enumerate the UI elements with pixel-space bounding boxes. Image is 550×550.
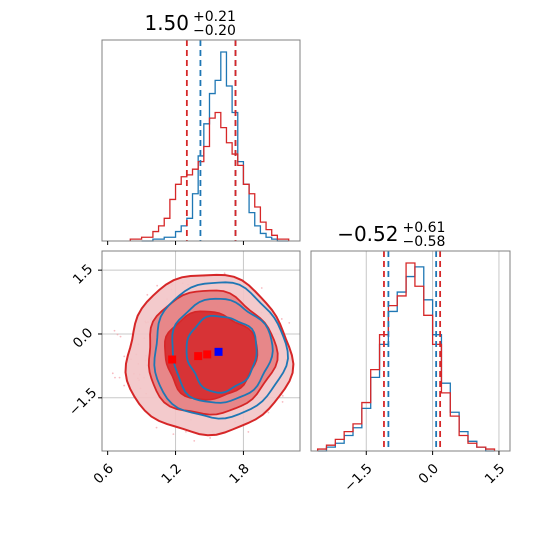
scatter-point xyxy=(114,376,116,379)
scatter-point xyxy=(155,426,158,429)
blue-contour-mid xyxy=(171,297,274,404)
hist-top-title-value: 1.50 xyxy=(144,11,189,35)
blue-contour-inner xyxy=(185,315,258,394)
hist-right-red-hist xyxy=(316,262,496,451)
scatter-point xyxy=(260,287,263,289)
red-marker-0 xyxy=(168,355,177,364)
hist-right-xtick-label-2: 1.5 xyxy=(482,461,509,488)
contour-xtick-label-1: 1.2 xyxy=(158,461,185,488)
scatter-point xyxy=(123,355,126,358)
scatter-point xyxy=(209,437,212,439)
scatter-point xyxy=(118,376,121,379)
hist-top-title-lower: −0.20 xyxy=(193,23,236,39)
hist-top-title-upper: +0.21 xyxy=(193,9,236,25)
contour-ytick-label-2: −1.5 xyxy=(66,385,100,419)
contour-frame xyxy=(101,250,301,452)
scatter-point xyxy=(156,284,159,287)
scatter-point xyxy=(281,401,284,403)
scatter-point xyxy=(288,322,291,324)
hist-right-title-lower: −0.58 xyxy=(403,234,446,250)
hist-right-frame xyxy=(310,250,511,452)
contour-xtick-label-0: 0.6 xyxy=(91,461,118,488)
blue-marker xyxy=(214,347,223,356)
contour-ytick-label-1: 0.0 xyxy=(70,325,97,352)
scatter-point xyxy=(247,431,250,433)
contour-ytick-label-0: 1.5 xyxy=(70,261,97,288)
hist-right-title-upper: +0.61 xyxy=(403,220,446,236)
scatter-point xyxy=(172,433,175,436)
scatter-point xyxy=(193,439,196,442)
contour-xtick-label-2: 1.8 xyxy=(226,461,253,488)
scatter-point xyxy=(111,372,114,375)
scatter-point xyxy=(116,333,119,336)
hist-top-frame xyxy=(101,39,301,242)
red-marker-2 xyxy=(203,350,212,359)
red-marker-1 xyxy=(194,352,203,361)
scatter-point xyxy=(119,335,122,338)
hist-right-xtick-label-1: 0.0 xyxy=(415,461,442,488)
scatter-point xyxy=(113,329,116,332)
blue-contour-outer xyxy=(153,281,289,420)
hist-top-red-hist xyxy=(129,111,290,241)
scatter-point xyxy=(223,272,226,275)
scatter-point xyxy=(281,395,284,397)
scatter-point xyxy=(123,384,126,387)
scatter-point xyxy=(146,293,149,296)
scatter-point xyxy=(280,318,283,320)
scatter-point xyxy=(185,430,187,433)
scatter-point xyxy=(267,411,270,414)
hist-right-xtick-label-0: −1.5 xyxy=(341,461,375,495)
hist-top-blue-hist xyxy=(141,51,289,242)
hist-right-title-value: −0.52 xyxy=(337,222,398,246)
